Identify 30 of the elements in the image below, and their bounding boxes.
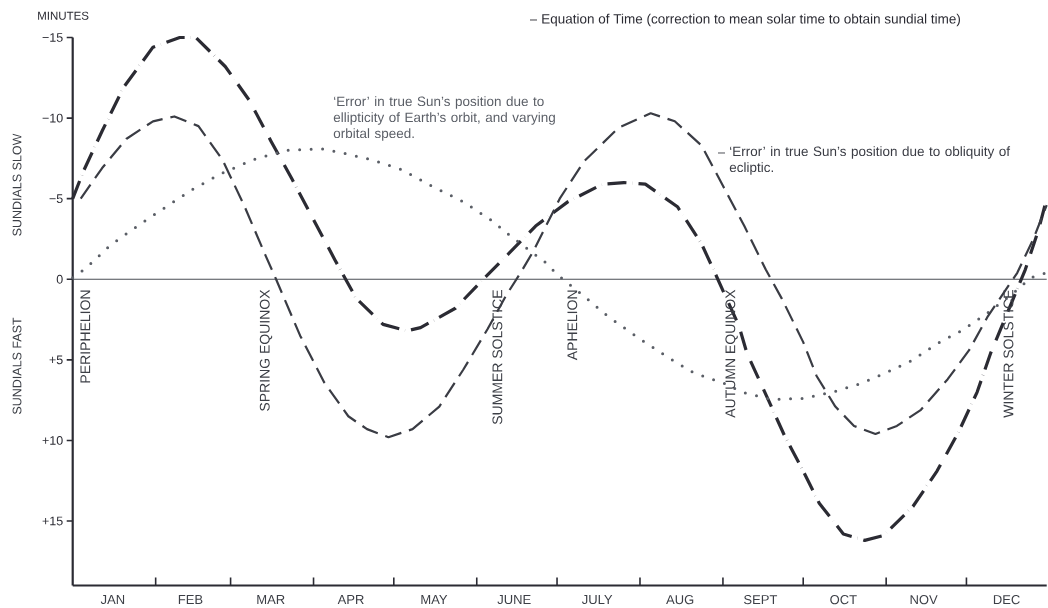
x-tick-label: AUG xyxy=(666,595,694,605)
legend-label: Equation of Time (correction to mean solar time to obtain sundial time) xyxy=(542,13,960,27)
x-tick-label: MAY xyxy=(421,595,448,604)
y-axis-title: MINUTES xyxy=(38,11,89,20)
x-tick-label: JAN xyxy=(100,595,125,605)
x-tick-label: SEPT xyxy=(744,595,778,605)
y-tick-label: 0 xyxy=(56,274,63,284)
y-tick-label: +15 xyxy=(42,516,63,526)
annotation: PERIPHELION xyxy=(80,290,91,383)
x-tick-label: MAR xyxy=(257,595,285,604)
x-tick-label: OCT xyxy=(830,595,857,605)
x-tick-label: JULY xyxy=(581,595,613,605)
x-tick-label: JUNE xyxy=(497,595,531,605)
x-tick-label: DEC xyxy=(993,595,1020,605)
x-tick-label: FEB xyxy=(178,595,203,604)
y-tick-label: −15 xyxy=(42,33,63,42)
y-tick-label: −10 xyxy=(42,113,63,123)
y-tick-label: −5 xyxy=(49,194,63,204)
annotation: SPRING EQUINOX xyxy=(259,289,273,411)
legend-label: ‘Error’ in true Sun’s position due to obliquity of ecliptic. xyxy=(729,146,1011,175)
annotation: AUTUMN EQUINOX xyxy=(725,289,738,418)
annotation: APHELION xyxy=(567,290,578,361)
y-tick-label: +5 xyxy=(49,355,63,365)
text: SUNDIALS FAST xyxy=(12,317,22,415)
annotation: SUMMER SOLSTICE xyxy=(492,290,503,425)
x-tick-label: APR xyxy=(337,595,364,604)
x-tick-label: NOV xyxy=(910,595,938,605)
text: SUNDIALS SLOW xyxy=(12,133,22,236)
y-tick-label: +10 xyxy=(42,436,63,445)
series-label: ‘Error’ in true Sun’s position due to ellipticity of Earth’s orbit, and varying orbital speed. xyxy=(333,96,555,141)
